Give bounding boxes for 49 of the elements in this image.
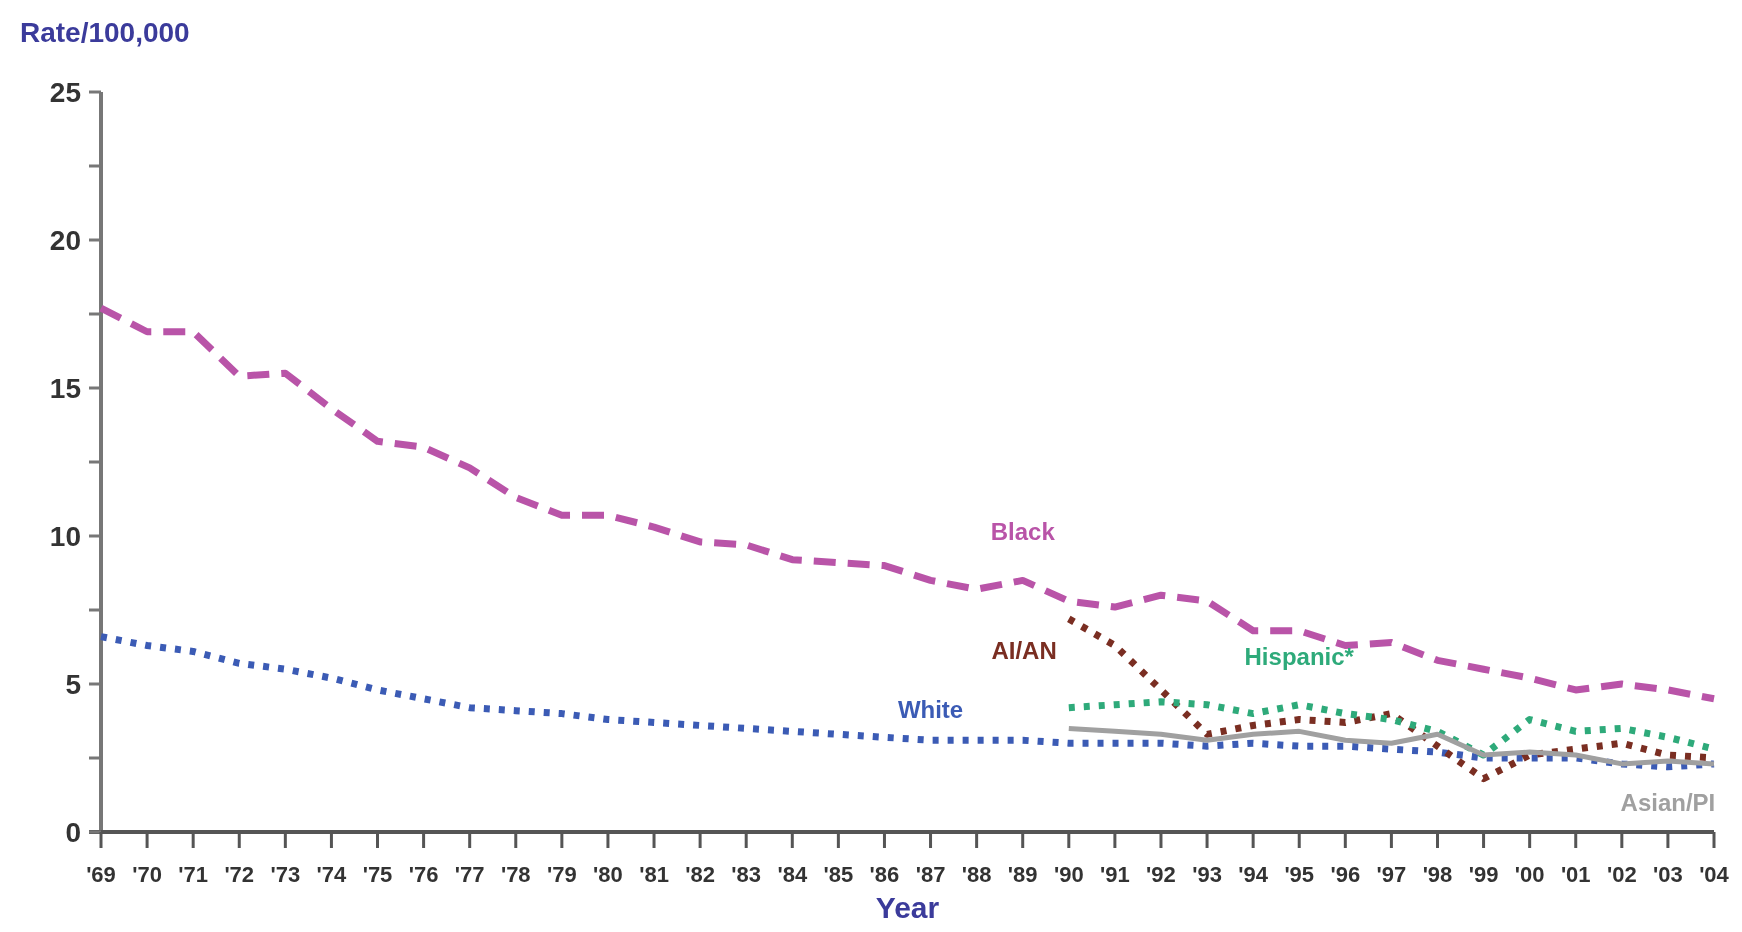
series-label: White [897, 696, 964, 724]
x-tick-label: '95 [1284, 862, 1315, 887]
x-tick-label: '03 [1653, 862, 1683, 887]
x-tick-label: '90 [1053, 862, 1084, 887]
x-tick-label: '80 [593, 862, 623, 887]
series-label: AI/AN [991, 636, 1057, 664]
y-tick-label: 10 [49, 520, 81, 552]
x-tick-label: '84 [777, 862, 808, 887]
y-tick-label: 15 [49, 372, 81, 404]
x-axis-title: Year [875, 891, 940, 924]
x-tick-label: '96 [1330, 862, 1361, 887]
y-tick-label: 0 [65, 816, 81, 848]
series-label: Black [990, 518, 1056, 546]
x-tick-label: '72 [224, 862, 255, 887]
x-tick-label: '86 [869, 862, 900, 887]
x-tick-label: '74 [316, 862, 348, 887]
x-tick-label: '79 [547, 862, 577, 887]
x-tick-label: '82 [685, 862, 715, 887]
x-tick-label: '75 [362, 862, 393, 887]
x-tick-label: '01 [1560, 862, 1591, 887]
x-tick-label: '92 [1146, 862, 1176, 887]
y-tick-label: 20 [49, 224, 81, 256]
x-tick-label: '94 [1238, 862, 1269, 887]
x-tick-label: '85 [823, 862, 854, 887]
series-label: Asian/PI [1620, 788, 1716, 816]
x-tick-label: '00 [1514, 862, 1545, 887]
x-tick-label: '02 [1606, 862, 1637, 887]
y-axis-title: Rate/100,000 [20, 17, 190, 48]
x-tick-label: '97 [1376, 862, 1407, 887]
x-tick-label: '78 [500, 862, 531, 887]
x-tick-label: '81 [639, 862, 669, 887]
x-tick-label: '73 [270, 862, 301, 887]
x-tick-label: '71 [178, 862, 209, 887]
series-label: Hispanic* [1244, 642, 1355, 670]
x-tick-label: '98 [1422, 862, 1453, 887]
x-tick-label: '93 [1192, 862, 1222, 887]
x-tick-label: '83 [731, 862, 762, 887]
x-tick-label: '88 [961, 862, 992, 887]
x-tick-label: '04 [1699, 862, 1730, 887]
x-tick-label: '70 [132, 862, 162, 887]
x-tick-label: '99 [1468, 862, 1499, 887]
x-tick-label: '77 [454, 862, 485, 887]
x-tick-label: '89 [1007, 862, 1038, 887]
x-tick-label: '69 [86, 862, 116, 887]
x-tick-label: '91 [1100, 862, 1130, 887]
x-tick-label: '76 [408, 862, 439, 887]
y-tick-label: 25 [49, 76, 81, 108]
x-tick-label: '87 [915, 862, 946, 887]
y-tick-label: 5 [65, 668, 81, 700]
